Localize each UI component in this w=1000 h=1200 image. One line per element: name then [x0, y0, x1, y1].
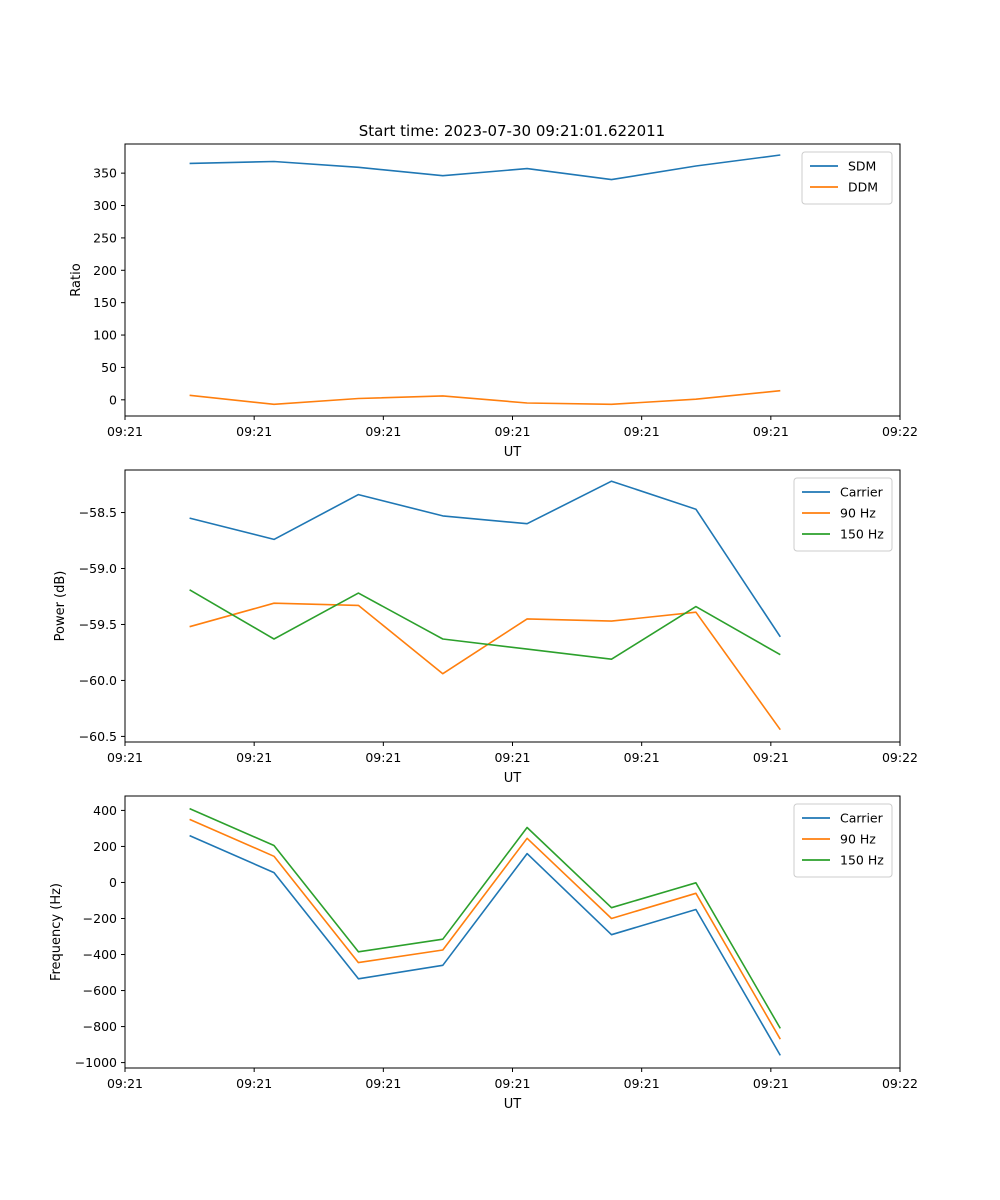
series-line-150-hz: [189, 589, 781, 661]
subplots: 09:21 09:21 09:21 09:21 09:21 09:21 09:22 0 50 10…: [49, 143, 918, 1112]
x-tick-label: 09:21: [753, 1076, 789, 1091]
x-tick-label: 09:21: [753, 424, 789, 439]
series-line-90-hz: [189, 818, 781, 1040]
axes-frame: [124, 469, 901, 743]
legend: Carrier 90 Hz 150 Hz: [793, 477, 893, 552]
y-tick-label: −59.0: [79, 561, 117, 576]
series-line-150-hz: [189, 807, 781, 1029]
y-tick-label: 200: [93, 839, 117, 854]
legend-label: 90 Hz: [840, 506, 876, 521]
axes-frame: [124, 795, 901, 1069]
y-tick-label: −1000: [75, 1055, 117, 1070]
x-tick-label: 09:21: [494, 424, 530, 439]
x-tick-label: 09:21: [107, 1076, 143, 1091]
x-axis-label: UT: [504, 445, 522, 460]
y-tick-label: −58.5: [79, 505, 117, 520]
x-tick-label: 09:21: [365, 1076, 401, 1091]
series-line-carrier: [189, 834, 781, 1056]
x-axis-label: UT: [504, 771, 522, 786]
x-tick-label: 09:21: [494, 750, 530, 765]
legend-box: [801, 151, 893, 205]
legend-label: 90 Hz: [840, 832, 876, 847]
x-tick-label: 09:21: [107, 750, 143, 765]
legend-label: SDM: [848, 159, 876, 174]
x-tick-label: 09:21: [236, 424, 272, 439]
y-tick-label: −60.0: [79, 673, 117, 688]
legend-label: 150 Hz: [840, 853, 884, 868]
x-tick-label: 09:21: [753, 750, 789, 765]
x-tick-label: 09:21: [236, 1076, 272, 1091]
y-tick-label: −800: [83, 1019, 117, 1034]
x-tick-label: 09:21: [494, 1076, 530, 1091]
y-tick-label: 400: [93, 803, 117, 818]
y-tick-label: −400: [83, 947, 117, 962]
y-axis-label: Power (dB): [53, 571, 68, 642]
y-tick-label: 350: [93, 166, 117, 181]
series-line-90-hz: [189, 602, 781, 731]
x-tick-label: 09:21: [365, 424, 401, 439]
figure-title: Start time: 2023-07-30 09:21:01.622011: [359, 122, 665, 140]
y-tick-label: −600: [83, 983, 117, 998]
y-tick-label: −59.5: [79, 617, 117, 632]
chart-3: 09:21 09:21 09:21 09:21 09:21 09:21 09:22 −1000…: [49, 795, 918, 1112]
legend-box: [793, 803, 893, 878]
y-tick-label: 200: [93, 263, 117, 278]
legend-label: Carrier: [840, 485, 884, 500]
x-tick-label: 09:21: [624, 750, 660, 765]
x-tick-label: 09:21: [624, 1076, 660, 1091]
series-line-sdm: [189, 154, 781, 181]
legend: Carrier 90 Hz 150 Hz: [793, 803, 893, 878]
x-tick-label: 09:21: [365, 750, 401, 765]
legend-label: Carrier: [840, 811, 884, 826]
y-tick-label: 0: [109, 875, 117, 890]
y-tick-label: 250: [93, 230, 117, 245]
x-tick-label: 09:21: [624, 424, 660, 439]
series-line-carrier: [189, 480, 781, 638]
y-tick-label: 50: [101, 360, 117, 375]
y-axis-label: Ratio: [69, 263, 84, 296]
chart-2: 09:21 09:21 09:21 09:21 09:21 09:21 09:22 −60.5…: [53, 469, 918, 786]
x-tick-label: 09:22: [882, 1076, 918, 1091]
legend-label: DDM: [848, 180, 878, 195]
axes-frame: [124, 143, 901, 417]
series-line-ddm: [189, 389, 781, 406]
legend-box: [793, 477, 893, 552]
y-tick-label: −200: [83, 911, 117, 926]
y-tick-label: 150: [93, 295, 117, 310]
x-axis-label: UT: [504, 1097, 522, 1112]
legend: SDM DDM: [801, 151, 893, 205]
legend-label: 150 Hz: [840, 527, 884, 542]
x-tick-label: 09:21: [236, 750, 272, 765]
y-tick-label: −60.5: [79, 729, 117, 744]
y-tick-label: 100: [93, 328, 117, 343]
chart-1: 09:21 09:21 09:21 09:21 09:21 09:21 09:22 0 50 10…: [69, 143, 918, 460]
y-tick-label: 0: [109, 392, 117, 407]
x-tick-label: 09:22: [882, 750, 918, 765]
y-tick-label: 300: [93, 198, 117, 213]
x-tick-label: 09:21: [107, 424, 143, 439]
y-axis-label: Frequency (Hz): [49, 883, 64, 981]
x-tick-label: 09:22: [882, 424, 918, 439]
